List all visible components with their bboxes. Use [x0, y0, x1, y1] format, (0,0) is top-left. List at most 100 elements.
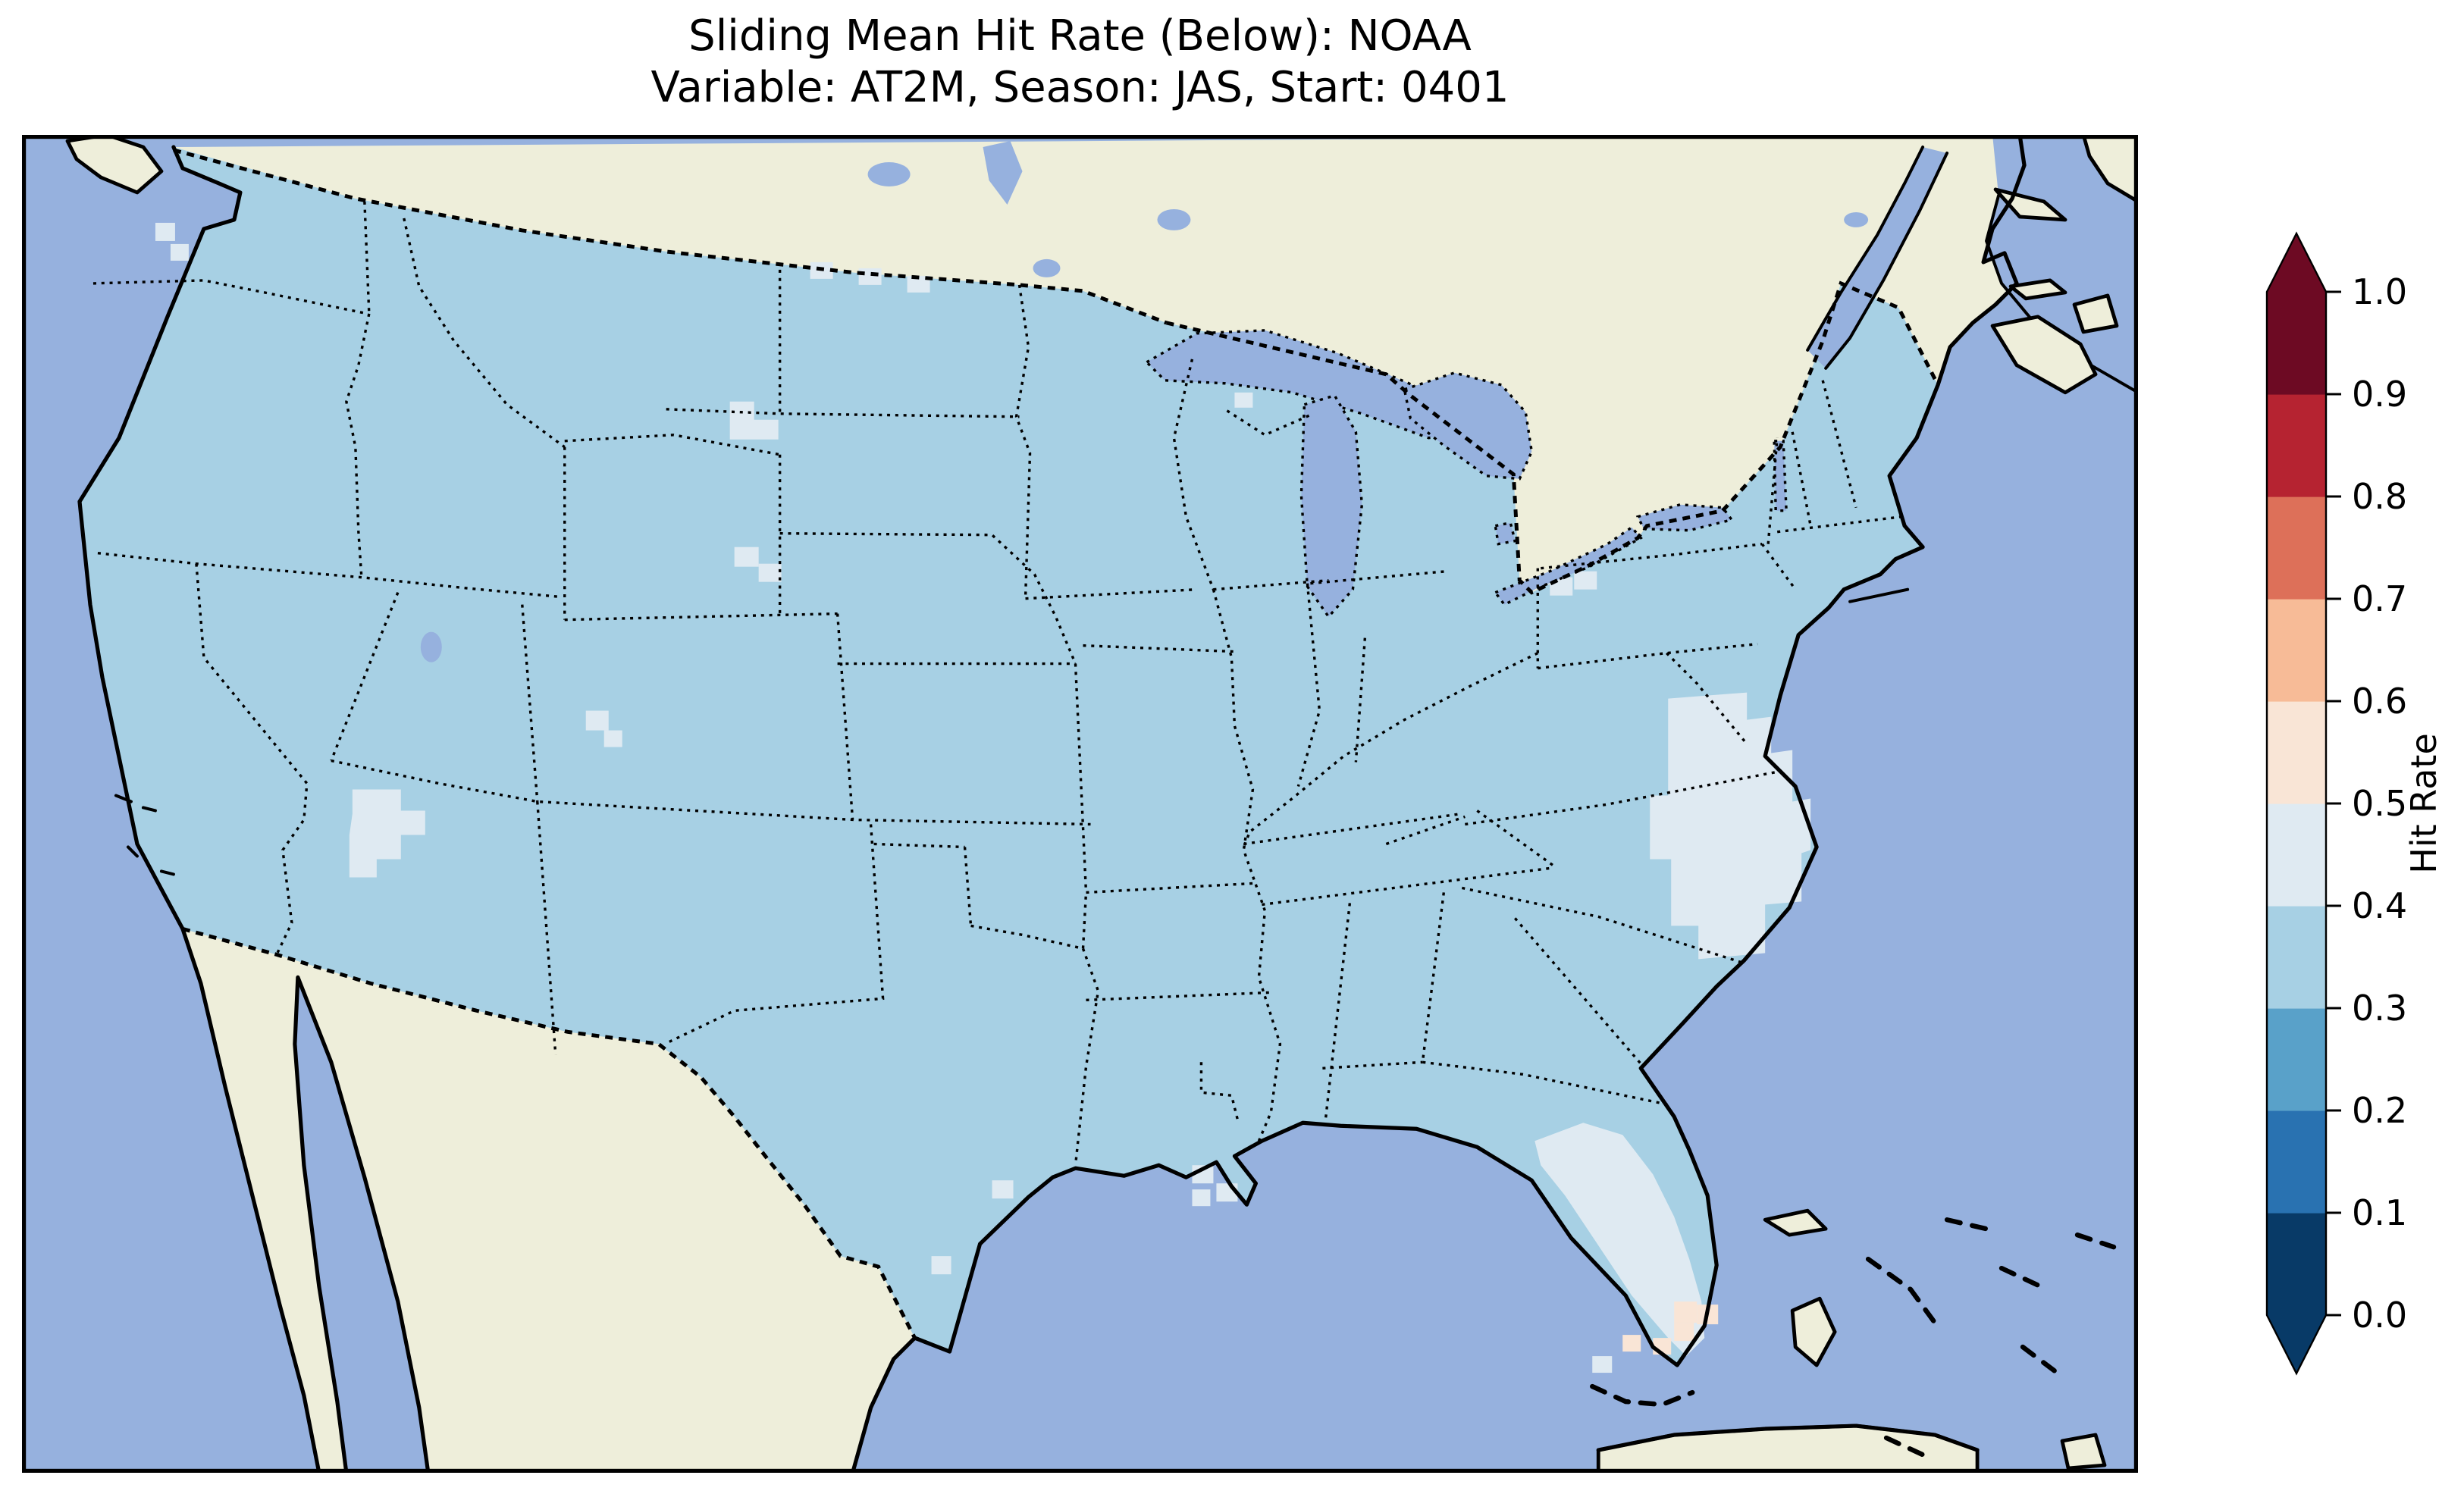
state-border-line	[1081, 892, 1088, 949]
state-border-line	[195, 563, 309, 956]
state-border-line	[1086, 882, 1253, 894]
colorbar-over-arrow	[2267, 233, 2326, 292]
andros-island	[1790, 1296, 1837, 1367]
st-lawrence-river	[1807, 146, 1948, 368]
colorbar-tick-label: 0.8	[2352, 476, 2407, 517]
lake-huron	[1403, 371, 1534, 481]
title-line-1: Sliding Mean Hit Rate (Below): NOAA	[688, 11, 1472, 61]
state-border-line	[1322, 1060, 1423, 1070]
state-border-line	[779, 532, 1077, 665]
state-border-line	[536, 801, 557, 1055]
colorbar-tick-label: 0.6	[2352, 681, 2407, 722]
state-border-line	[1242, 652, 1539, 848]
colorbar-segment	[2267, 1110, 2326, 1214]
state-border-line	[345, 313, 371, 578]
colorbar-under-arrow	[2267, 1315, 2326, 1373]
state-borders	[92, 201, 1902, 1166]
map-axes	[22, 135, 2138, 1473]
state-border-line	[1310, 569, 1447, 585]
state-border-line	[1538, 642, 1758, 670]
bahamas-chain	[1944, 1217, 1989, 1232]
great-salt-lake	[420, 631, 442, 662]
lake-of-the-woods	[1033, 258, 1061, 277]
patch-puget-sound	[155, 222, 175, 241]
state-border-line	[1385, 815, 1466, 846]
colorbar-segment	[2267, 1008, 2326, 1111]
patch-texas-coast	[931, 1256, 951, 1275]
st-lawrence-shores	[1806, 145, 1949, 370]
colorbar-segment	[2267, 292, 2326, 395]
islands	[65, 135, 2138, 1473]
bahamas-chain	[1865, 1256, 1938, 1326]
bahamas-chain	[1883, 1435, 1929, 1459]
lake-michigan	[1299, 393, 1364, 619]
state-border-line	[663, 824, 885, 1045]
state-border-line	[1461, 886, 1741, 964]
hit-rate-patches-05-06	[1622, 1301, 1719, 1355]
patch-texas-coast	[992, 1180, 1014, 1199]
map-frame	[22, 135, 2138, 1473]
colorbar-tick-label: 0.7	[2352, 578, 2407, 619]
patch-wyoming	[585, 710, 609, 731]
colorbar-tick-label: 0.0	[2352, 1295, 2407, 1336]
patch-border-nd-mn	[858, 268, 882, 285]
country-borders	[173, 148, 1940, 1354]
state-border-line	[835, 613, 854, 820]
colorbar-tick-label: 0.2	[2352, 1090, 2407, 1131]
state-border-line	[1422, 1060, 1669, 1106]
colorbar-segment	[2267, 394, 2326, 497]
patch-florida-peninsula	[1535, 1123, 1705, 1357]
patch-lake-erie-shore	[1574, 571, 1597, 590]
bahamas-chain	[1998, 1265, 2050, 1292]
state-border-line	[97, 551, 562, 599]
patch-wyoming	[603, 730, 622, 747]
patch-arizona	[349, 789, 425, 878]
figure-title: Sliding Mean Hit Rate (Below): NOAA Vari…	[22, 11, 2138, 114]
lake-superior	[1144, 329, 1476, 440]
state-border-line	[1212, 589, 1282, 1142]
colorbar-tick-label: 0.4	[2352, 885, 2407, 926]
colorbar-segment	[2267, 701, 2326, 804]
patch-florida-keys-pink	[1622, 1335, 1641, 1352]
bahamas-chain	[2020, 1344, 2062, 1377]
patch-upper-peninsula	[1234, 392, 1253, 408]
colorbar-axis-label: Hit Rate	[2403, 733, 2444, 874]
prince-edward-island	[2008, 278, 2067, 301]
state-border-line	[1666, 652, 1748, 745]
long-island	[1848, 587, 1910, 603]
canada-lake	[867, 161, 911, 186]
canada-lake	[1157, 208, 1191, 230]
colorbar-segment	[2267, 1213, 2326, 1316]
patch-puget-sound	[170, 243, 189, 261]
patch-e-south-dakota	[734, 547, 759, 567]
state-border-line	[92, 279, 368, 315]
pacific-and-mexico-coast	[77, 145, 431, 1473]
hit-rate-patches-04-05	[155, 222, 1811, 1373]
us-canada-border-east	[1721, 280, 1940, 512]
colorbar-segment	[2267, 906, 2326, 1009]
lake-champlain	[1773, 440, 1788, 512]
state-border-line	[1014, 284, 1032, 599]
channel-islands	[114, 794, 175, 876]
state-border-line	[1086, 991, 1271, 1002]
colorbar-segment	[2267, 599, 2326, 702]
patch-south-florida	[1674, 1301, 1698, 1323]
bahama-island	[2060, 1433, 2107, 1471]
canada-lake	[983, 140, 1023, 205]
nova-scotia	[1990, 315, 2098, 395]
state-border-line	[873, 842, 965, 849]
canada-lakes	[420, 140, 1869, 662]
colorbar-tick-label: 0.1	[2352, 1192, 2407, 1233]
newfoundland-corner	[2081, 135, 2138, 204]
patch-mississippi-delta	[1192, 1189, 1211, 1207]
canada-lake	[1844, 211, 1869, 227]
state-border-line	[963, 847, 973, 926]
lake-st-clair	[1494, 521, 1517, 546]
state-border-line	[970, 924, 1083, 951]
state-border-line	[1083, 644, 1235, 653]
colorbar: 0.0 0.1 0.2 0.3 0.4 0.5 0.6 0.7 0.8 0.9 1.0 Hit Rat…	[2265, 231, 2444, 1376]
patch-border-nd-mn	[907, 275, 930, 293]
state-border-line	[1821, 380, 1857, 509]
state-border-line	[1074, 663, 1088, 893]
